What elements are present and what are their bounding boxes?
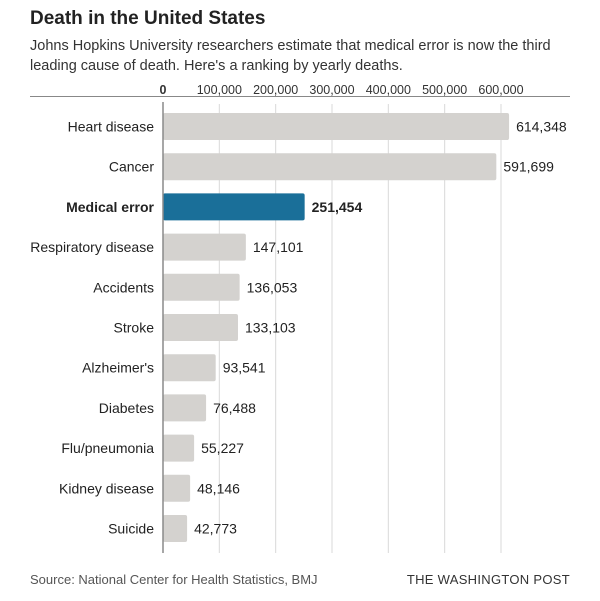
value-label: 147,101: [253, 239, 304, 255]
bar: [163, 434, 195, 462]
category-label: Heart disease: [68, 119, 155, 135]
category-label: Kidney disease: [59, 480, 154, 496]
chart-subtitle: Johns Hopkins University researchers est…: [30, 38, 551, 74]
bar-highlight: [163, 193, 305, 221]
category-label: Accidents: [93, 279, 154, 295]
value-label: 48,146: [197, 480, 240, 496]
source-note: Source: National Center for Health Stati…: [30, 572, 318, 587]
value-label: 55,227: [201, 440, 244, 456]
x-tick-label: 300,000: [309, 83, 354, 97]
value-label: 93,541: [223, 360, 266, 376]
bar: [163, 474, 191, 502]
category-label: Flu/pneumonia: [61, 440, 154, 456]
publisher-credit: THE WASHINGTON POST: [406, 572, 570, 587]
header-rule: [30, 96, 570, 97]
category-label: Diabetes: [99, 400, 154, 416]
x-tick-label: 400,000: [366, 83, 411, 97]
bar: [163, 233, 246, 261]
category-label: Stroke: [114, 320, 155, 336]
x-tick-label: 100,000: [197, 83, 242, 97]
x-tick-label: 200,000: [253, 83, 298, 97]
value-label: 591,699: [503, 159, 554, 175]
bar: [163, 273, 240, 301]
x-tick-label: 500,000: [422, 83, 467, 97]
bar: [163, 153, 497, 181]
value-label: 133,103: [245, 320, 296, 336]
category-label: Medical error: [66, 199, 154, 215]
x-tick-label: 600,000: [478, 83, 523, 97]
bar: [163, 113, 510, 140]
chart-title: Death in the United States: [30, 8, 266, 29]
value-label: 251,454: [312, 199, 363, 215]
value-label: 614,348: [516, 119, 567, 135]
bar: [163, 515, 188, 542]
value-label: 76,488: [213, 400, 256, 416]
bar: [163, 394, 207, 422]
category-label: Cancer: [109, 159, 154, 175]
bar: [163, 314, 238, 341]
value-label: 42,773: [194, 521, 237, 537]
bar: [163, 354, 216, 382]
x-tick-label: 0: [160, 83, 167, 97]
category-label: Suicide: [108, 521, 154, 537]
category-label: Respiratory disease: [30, 239, 154, 255]
value-label: 136,053: [247, 279, 298, 295]
category-label: Alzheimer's: [82, 360, 154, 376]
